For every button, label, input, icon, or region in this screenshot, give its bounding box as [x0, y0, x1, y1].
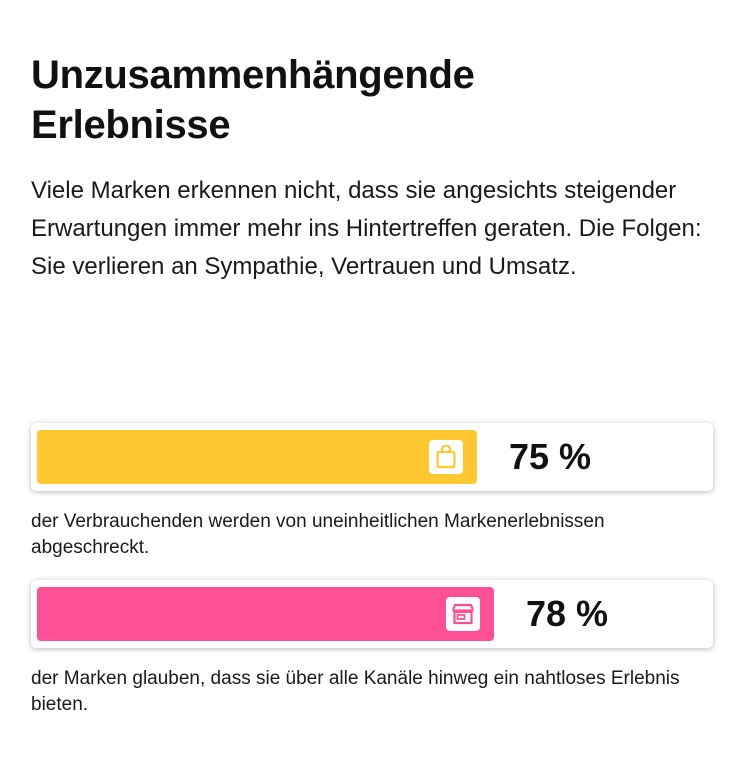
bar-track: 75 %: [37, 430, 707, 484]
stat-card-consumers: 75 %: [31, 423, 713, 491]
stat-caption-consumers: der Verbrauchenden werden von uneinheitl…: [31, 511, 605, 558]
bar-track: 78 %: [37, 587, 707, 641]
stat-caption-brands: der Marken glauben, dass sie über alle K…: [31, 668, 680, 715]
bar-fill-consumers: [37, 430, 477, 484]
bar-fill-brands: [37, 587, 494, 641]
shopping-bag-icon: [429, 440, 463, 474]
page-title: Unzusammenhängende Erlebnisse: [31, 53, 475, 147]
stat-card-brands: 78 %: [31, 580, 713, 648]
stat-value-brands: 78 %: [526, 593, 609, 634]
stat-value-consumers: 75 %: [509, 436, 592, 477]
storefront-icon: [446, 597, 480, 631]
intro-text: Viele Marken erkennen nicht, dass sie an…: [31, 177, 702, 280]
